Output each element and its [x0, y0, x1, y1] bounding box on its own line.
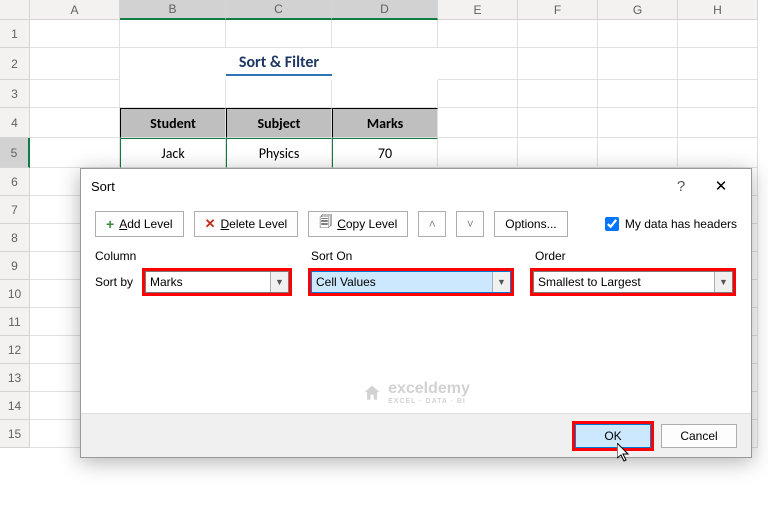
sorton-header-label: Sort On: [311, 249, 535, 263]
row-header[interactable]: 4: [0, 108, 30, 138]
close-icon[interactable]: ✕: [701, 177, 741, 195]
col-header-b[interactable]: B: [120, 0, 226, 20]
add-level-button[interactable]: +Add Level: [95, 211, 184, 237]
sortby-label: Sort by: [95, 275, 145, 289]
row-header[interactable]: 13: [0, 364, 30, 392]
chevron-down-icon: ▼: [492, 272, 510, 292]
copy-icon: 🗐: [319, 213, 332, 235]
move-down-button[interactable]: ˅: [456, 211, 484, 237]
row-header[interactable]: 5: [0, 138, 30, 168]
dialog-titlebar[interactable]: Sort ? ✕: [81, 169, 751, 203]
headers-checkbox[interactable]: My data has headers: [605, 217, 737, 231]
row-header[interactable]: 9: [0, 252, 30, 280]
row-header[interactable]: 2: [0, 48, 30, 80]
copy-level-button[interactable]: 🗐Copy Level: [308, 211, 408, 237]
cancel-button[interactable]: Cancel: [661, 424, 737, 448]
sheet-title: Sort & Filter: [226, 53, 332, 76]
row-header[interactable]: 1: [0, 20, 30, 48]
col-header-g[interactable]: G: [598, 0, 678, 20]
ok-button[interactable]: OK: [575, 424, 651, 448]
row-header[interactable]: 7: [0, 196, 30, 224]
row-header[interactable]: 12: [0, 336, 30, 364]
row-header[interactable]: 11: [0, 308, 30, 336]
delete-level-button[interactable]: ✕Delete Level: [194, 211, 299, 237]
row-header[interactable]: 6: [0, 168, 30, 196]
sort-grid-header: Column Sort On Order: [81, 245, 751, 267]
table-header[interactable]: Marks: [332, 108, 438, 138]
help-icon[interactable]: ?: [661, 178, 701, 195]
column-header-label: Column: [95, 249, 311, 263]
select-all-corner[interactable]: [0, 0, 30, 20]
dialog-toolbar: +Add Level ✕Delete Level 🗐Copy Level ˄ ˅…: [81, 203, 751, 245]
col-header-h[interactable]: H: [678, 0, 758, 20]
sort-level-row: Sort by Marks▼ Cell Values▼ Smallest to …: [81, 267, 751, 297]
order-header-label: Order: [535, 249, 737, 263]
dialog-footer: OK Cancel: [81, 413, 751, 457]
table-cell[interactable]: Physics: [226, 138, 332, 168]
sortby-combo[interactable]: Marks▼: [145, 271, 289, 293]
sorton-combo[interactable]: Cell Values▼: [311, 271, 511, 293]
col-header-d[interactable]: D: [332, 0, 438, 20]
col-header-c[interactable]: C: [226, 0, 332, 20]
house-icon: [362, 383, 382, 403]
chevron-down-icon: ▼: [714, 272, 732, 292]
table-header[interactable]: Student: [120, 108, 226, 138]
plus-icon: +: [106, 216, 114, 232]
table-cell[interactable]: 70: [332, 138, 438, 168]
table-header[interactable]: Subject: [226, 108, 332, 138]
headers-checkbox-input[interactable]: [605, 217, 619, 231]
row-header[interactable]: 3: [0, 80, 30, 108]
row-header[interactable]: 14: [0, 392, 30, 420]
order-combo[interactable]: Smallest to Largest▼: [533, 271, 733, 293]
table-cell[interactable]: Jack: [120, 138, 226, 168]
sort-dialog: Sort ? ✕ +Add Level ✕Delete Level 🗐Copy …: [80, 168, 752, 458]
column-headers: A B C D E F G H: [0, 0, 768, 20]
move-up-button[interactable]: ˄: [418, 211, 446, 237]
row-header[interactable]: 10: [0, 280, 30, 308]
chevron-down-icon: ▼: [270, 272, 288, 292]
watermark: exceldemy EXCEL · DATA · BI: [362, 380, 470, 405]
options-button[interactable]: Options...: [494, 211, 567, 237]
col-header-e[interactable]: E: [438, 0, 518, 20]
row-header[interactable]: 15: [0, 420, 30, 448]
col-header-f[interactable]: F: [518, 0, 598, 20]
x-icon: ✕: [205, 216, 216, 232]
dialog-title: Sort: [91, 179, 115, 194]
col-header-a[interactable]: A: [30, 0, 120, 20]
row-header[interactable]: 8: [0, 224, 30, 252]
